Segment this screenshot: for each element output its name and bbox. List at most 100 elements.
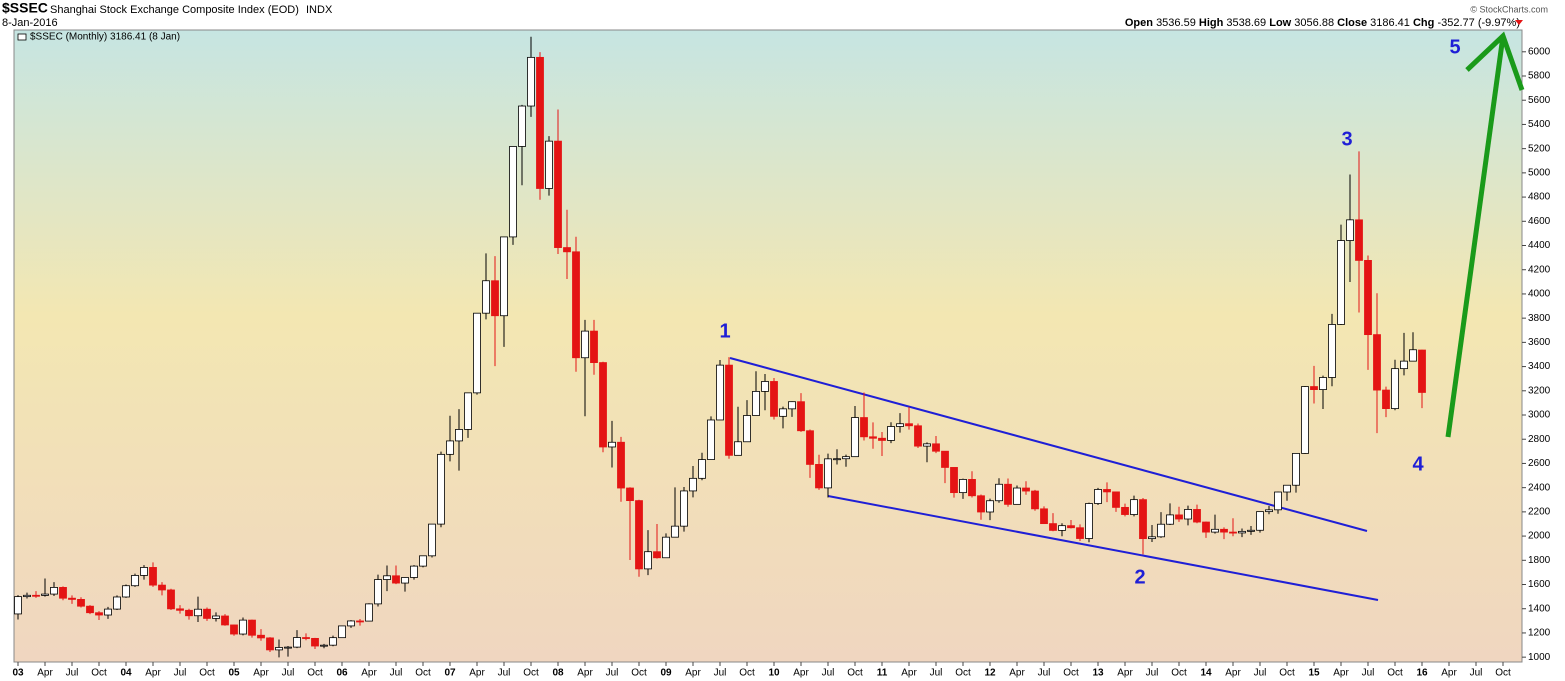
candle-body [1022, 487, 1030, 492]
candle-body [14, 596, 22, 615]
x-tick-label: 04 [120, 668, 132, 679]
candle-body [275, 647, 283, 651]
x-tick-label: Oct [955, 668, 971, 679]
y-tick-label: 2800 [1528, 434, 1551, 445]
y-tick-label: 4800 [1528, 192, 1551, 203]
y-tick-label: 2000 [1528, 531, 1551, 542]
candle-body [1193, 509, 1201, 523]
candle-body [1166, 514, 1174, 525]
candle-body [653, 551, 661, 559]
candle-body [644, 551, 652, 570]
candle-body [473, 312, 481, 394]
chart-title: Shanghai Stock Exchange Composite Index … [50, 4, 299, 16]
candle-body [293, 637, 301, 648]
candle-body [1112, 491, 1120, 508]
candle-body [1148, 536, 1156, 540]
y-tick-label: 5600 [1528, 95, 1551, 106]
candle-body [401, 577, 409, 584]
x-tick-label: 11 [877, 668, 888, 679]
candle-body [32, 594, 40, 597]
candle-body [716, 364, 724, 421]
x-tick-label: Apr [577, 668, 593, 679]
candle-body [932, 443, 940, 452]
x-tick-label: Jul [930, 668, 943, 679]
quote-change-pct: (-9.97%) [1478, 17, 1520, 29]
candle-body [1175, 514, 1183, 520]
candle-body [626, 487, 634, 502]
candle-body [1292, 452, 1300, 486]
candle-body [806, 430, 814, 465]
candle-body [986, 500, 994, 513]
candle-body [536, 56, 544, 189]
y-tick-label: 5000 [1528, 168, 1551, 179]
candle-body [554, 140, 562, 248]
x-tick-label: Apr [469, 668, 485, 679]
wave-label: 1 [719, 320, 730, 342]
y-tick-label: 3600 [1528, 337, 1551, 348]
candle-body [284, 646, 292, 649]
x-tick-label: 03 [12, 668, 24, 679]
candle-body [662, 536, 670, 559]
exchange: INDX [306, 4, 333, 16]
candle-body [689, 477, 697, 492]
x-tick-label: Jul [1038, 668, 1051, 679]
candle-body [770, 381, 778, 417]
x-tick-label: Apr [361, 668, 377, 679]
candle-body [1058, 525, 1066, 531]
y-tick-label: 5800 [1528, 71, 1551, 82]
x-tick-label: Apr [1009, 668, 1025, 679]
candle-body [77, 599, 85, 607]
candle-body [41, 593, 49, 596]
symbol: $SSEC [2, 0, 48, 16]
y-tick-label: 1600 [1528, 579, 1551, 590]
trend-line [729, 357, 1368, 532]
x-tick-label: 15 [1308, 668, 1320, 679]
candle-body [941, 450, 949, 468]
x-tick-label: Oct [307, 668, 323, 679]
candle-body [356, 620, 364, 623]
candle-body [995, 483, 1003, 502]
candle-body [86, 605, 94, 614]
candle-body [203, 608, 211, 619]
candle-body [878, 437, 886, 441]
candle-body [365, 603, 373, 622]
candle-body [1202, 521, 1210, 533]
candle-body [347, 620, 355, 627]
candle-body [590, 330, 598, 363]
candle-body [1364, 260, 1372, 336]
candle-body [50, 587, 58, 595]
candle-body [563, 247, 571, 253]
candle-body [122, 585, 130, 598]
candle-body [1400, 360, 1408, 370]
x-tick-label: 09 [660, 668, 672, 679]
x-tick-label: Oct [1495, 668, 1511, 679]
candle-body [1085, 503, 1093, 539]
candle-body [1031, 490, 1039, 510]
candle-body [212, 615, 220, 619]
candle-body [509, 146, 517, 238]
legend: $SSEC (Monthly) 3186.41 (8 Jan) [30, 32, 180, 43]
trend-line [827, 495, 1379, 601]
x-tick-label: Jul [174, 668, 187, 679]
quote-label: Low [1269, 17, 1291, 29]
y-tick-label: 3400 [1528, 361, 1551, 372]
watermark: © StockCharts.com [1470, 4, 1548, 14]
candle-body [1220, 528, 1228, 533]
x-tick-label: 16 [1416, 668, 1428, 679]
candle-body [1310, 386, 1318, 390]
candle-body [1139, 499, 1147, 540]
candle-body [1049, 523, 1057, 531]
candle-body [1229, 531, 1237, 534]
candle-body [1076, 527, 1084, 539]
candle-body [1274, 491, 1282, 511]
legend-swatch [17, 33, 27, 41]
candle-body [23, 594, 31, 598]
quote-label: Chg [1413, 17, 1434, 29]
candle-body [869, 436, 877, 439]
quote-value: 3538.69 [1226, 17, 1266, 29]
x-tick-label: Jul [66, 668, 79, 679]
candle-body [437, 453, 445, 525]
candle-body [1373, 334, 1381, 391]
